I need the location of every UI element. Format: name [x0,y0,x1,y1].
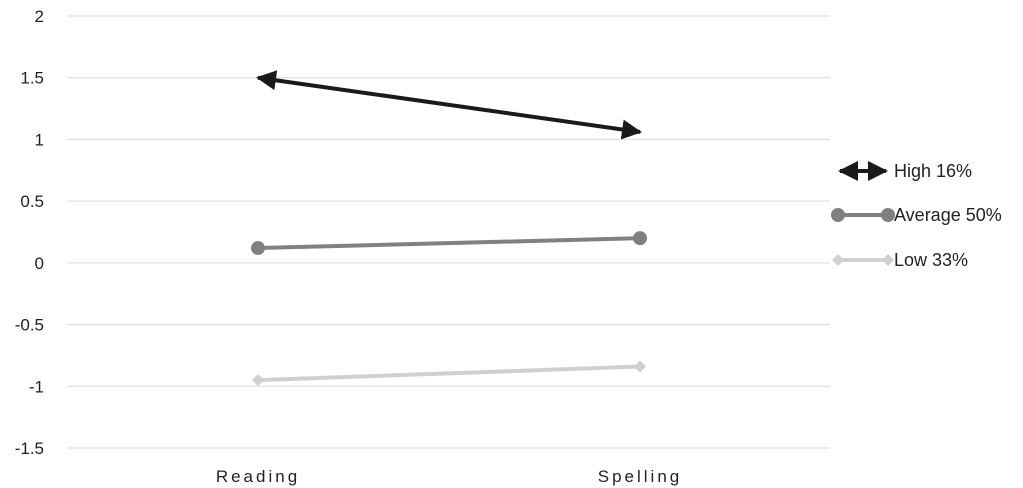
y-tick-label: 0.5 [20,192,44,211]
data-point [634,361,646,373]
legend: High 16% Average 50% Low 33% [831,161,1002,270]
legend-item: Low 33% [832,250,968,270]
legend-marker [882,254,894,266]
data-point [252,374,264,386]
y-axis-ticks: 2 1.5 1 0.5 0 -0.5 -1 -1.5 [15,7,44,458]
series-line [258,367,640,381]
legend-label: Low 33% [894,250,968,270]
data-point [251,241,265,255]
legend-item: High 16% [840,161,972,181]
series-line [258,78,640,132]
series-diamond [252,361,646,387]
series-arrow [258,78,640,132]
data-point [633,231,647,245]
series-line [258,238,640,248]
x-axis-ticks: Reading Spelling [216,467,682,486]
y-tick-label: 1.5 [20,69,44,88]
legend-marker [881,208,895,222]
legend-label: Average 50% [894,205,1002,225]
legend-marker [831,208,845,222]
y-tick-label: 1 [35,130,44,149]
y-tick-label: -1 [29,377,44,396]
y-tick-label: -1.5 [15,439,44,458]
y-tick-label: 2 [35,7,44,26]
x-tick-label: Reading [216,467,300,486]
legend-label: High 16% [894,161,972,181]
y-tick-label: -0.5 [15,316,44,335]
legend-item: Average 50% [831,205,1002,225]
gridlines [67,16,830,448]
y-tick-label: 0 [35,254,44,273]
x-tick-label: Spelling [598,467,683,486]
legend-marker [832,254,844,266]
series-group [251,78,647,386]
series-circle [251,231,647,255]
